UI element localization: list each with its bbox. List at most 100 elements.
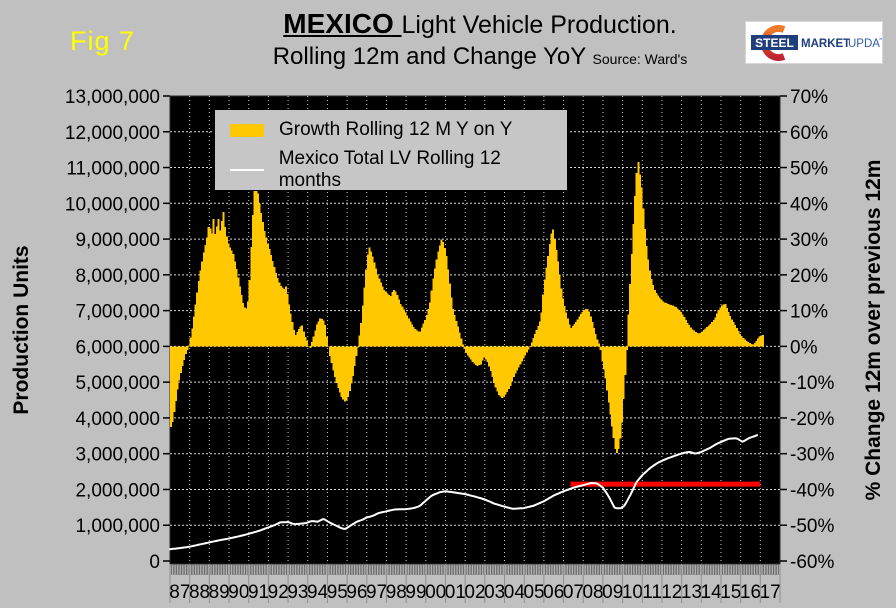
growth-bar [638, 174, 642, 347]
growth-bar [501, 346, 504, 398]
left-axis-tick-label: 13,000,000 [65, 87, 160, 108]
growth-bar [309, 346, 312, 349]
growth-bar [625, 346, 628, 350]
growth-bar [307, 345, 310, 347]
growth-bar [534, 333, 537, 347]
growth-bar [420, 327, 423, 347]
growth-bar [532, 337, 535, 347]
growth-bar [689, 327, 692, 347]
growth-bar [519, 346, 522, 365]
growth-bar [616, 346, 619, 453]
growth-bar [440, 239, 443, 347]
growth-bar [550, 233, 553, 347]
growth-bar [432, 278, 435, 347]
growth-bar [335, 346, 338, 383]
growth-bar [279, 286, 282, 347]
right-axis-tick-label: -10% [790, 373, 834, 394]
growth-bar [507, 346, 510, 390]
growth-bar [579, 314, 582, 347]
steel-market-update-logo: STEEL MARKET UPDATE [746, 22, 882, 63]
growth-bar [748, 343, 751, 347]
growth-bar [306, 340, 309, 347]
x-axis-year-label: 15 [720, 582, 741, 603]
growth-bar [657, 295, 660, 347]
x-axis-year-label: 87 [169, 582, 190, 603]
growth-bar [604, 346, 607, 379]
growth-bar [560, 288, 563, 347]
growth-bar [668, 304, 671, 347]
growth-bar [266, 243, 269, 347]
x-axis-year-label: 13 [681, 582, 702, 603]
growth-bar [396, 294, 399, 347]
right-axis-title: % Change 12m over previous 12m [862, 159, 885, 501]
growth-bar [761, 334, 764, 347]
growth-bar [504, 346, 507, 395]
x-axis-year-label: 89 [209, 582, 230, 603]
growth-bar [442, 241, 445, 347]
growth-bar [273, 267, 276, 347]
growth-bar [212, 219, 215, 347]
growth-bar [412, 326, 415, 347]
growth-bar [734, 325, 737, 347]
growth-bar [291, 322, 294, 347]
growth-bar [315, 324, 318, 347]
month-tick-comb [169, 564, 781, 575]
growth-bar [589, 316, 592, 347]
growth-bar [591, 321, 594, 347]
growth-bar [488, 346, 491, 367]
growth-bar [499, 346, 502, 397]
growth-bar [255, 189, 258, 347]
growth-bar [512, 346, 515, 378]
growth-bar [222, 211, 225, 347]
growth-bar [278, 282, 281, 347]
growth-bar [445, 256, 448, 347]
growth-bar [270, 255, 273, 347]
growth-bar [571, 325, 574, 347]
growth-bar [384, 291, 387, 347]
growth-bar [427, 308, 430, 347]
x-axis-year-label: 11 [642, 582, 662, 603]
x-axis-year-label: 88 [189, 582, 210, 603]
left-axis-tick-label: 9,000,000 [75, 230, 160, 251]
growth-bar [240, 295, 243, 347]
x-axis-year-label: 14 [701, 582, 723, 603]
growth-bar [286, 293, 289, 347]
growth-bar [593, 327, 596, 347]
growth-bar [251, 214, 255, 347]
growth-bar [196, 292, 199, 347]
left-axis-tick-label: 0 [149, 552, 160, 573]
growth-bar [292, 330, 296, 347]
growth-bar [675, 307, 678, 347]
growth-bar [235, 269, 238, 347]
growth-bar [463, 346, 466, 350]
growth-bar [630, 253, 633, 347]
growth-bar [671, 305, 674, 347]
growth-bar [450, 297, 453, 347]
growth-bar [496, 346, 499, 392]
growth-bar [663, 302, 666, 347]
x-axis-year-label: 07 [563, 582, 584, 603]
growth-bar [760, 335, 763, 347]
growth-bar [232, 254, 235, 347]
growth-bar [289, 313, 292, 347]
growth-bar [632, 224, 635, 347]
growth-bar [711, 322, 714, 347]
growth-bar [378, 278, 381, 347]
logo-update-text: UPDATE [848, 38, 882, 50]
growth-bar [622, 346, 625, 399]
growth-bar [381, 286, 384, 347]
growth-bar [566, 318, 569, 347]
growth-bar [394, 291, 397, 347]
growth-bar [379, 282, 382, 347]
growth-bar [219, 230, 222, 347]
growth-bar [714, 317, 717, 347]
growth-bar [173, 346, 176, 413]
left-axis-tick-label: 12,000,000 [65, 123, 160, 144]
growth-bar [352, 346, 355, 376]
growth-bar [314, 330, 317, 347]
growth-bar [343, 346, 346, 402]
growth-bar [753, 343, 756, 347]
growth-bar [181, 346, 184, 367]
